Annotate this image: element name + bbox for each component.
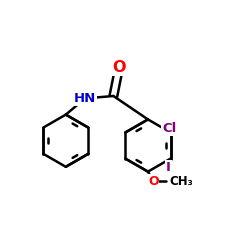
Text: O: O: [112, 60, 126, 74]
Text: CH₃: CH₃: [170, 175, 194, 188]
Text: HN: HN: [74, 92, 96, 105]
Text: Cl: Cl: [162, 122, 176, 135]
Text: I: I: [166, 161, 170, 174]
Text: O: O: [148, 175, 158, 188]
